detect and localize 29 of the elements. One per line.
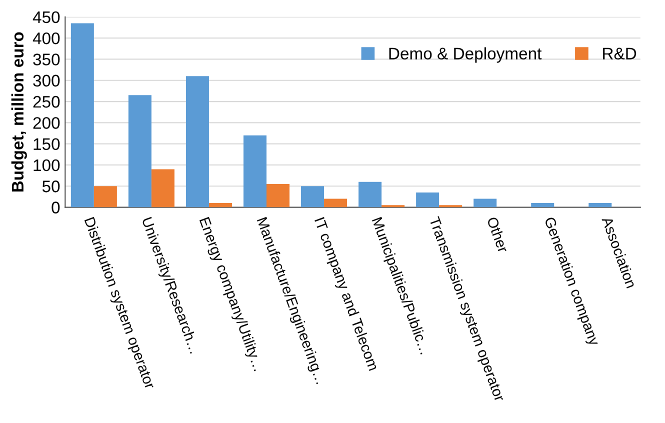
x-tick-label: Other: [486, 216, 509, 254]
y-tick-label: 350: [33, 54, 60, 66]
bar: [531, 203, 554, 208]
y-tick-label: 400: [32, 32, 60, 44]
y-tick-label: 150: [34, 138, 60, 150]
bar: [243, 135, 266, 208]
bar: [128, 95, 152, 208]
y-tick-label: 100: [34, 159, 60, 172]
bar: [358, 182, 382, 208]
bar: [151, 169, 174, 208]
legend-label: R&D: [603, 48, 636, 60]
legend-label: Demo & Deployment: [389, 47, 542, 63]
y-tick-label: 0: [52, 202, 60, 214]
y-tick-label: 450: [32, 11, 60, 24]
bar: [301, 186, 324, 208]
bar: [70, 23, 94, 208]
bar: [324, 198, 348, 208]
bar: [94, 186, 117, 208]
y-tick-label: 300: [33, 74, 60, 87]
bar: [588, 203, 612, 208]
bar: [266, 184, 290, 208]
bar: [186, 76, 209, 208]
bar: [474, 198, 497, 208]
bar: [208, 203, 232, 208]
y-tick-label: 50: [42, 180, 60, 192]
bar: [416, 192, 440, 208]
y-axis-title: Budget, million euro: [11, 32, 27, 192]
y-tick-label: 250: [33, 96, 60, 108]
y-tick-label: 200: [33, 117, 60, 129]
